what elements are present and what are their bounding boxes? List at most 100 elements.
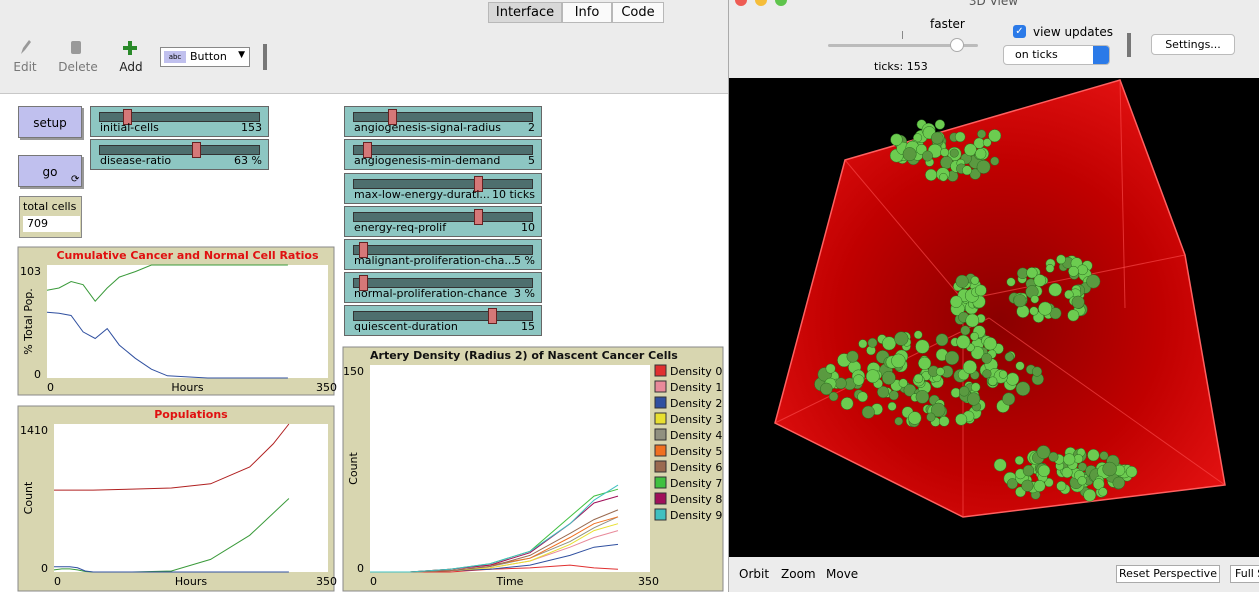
slider: angiogenesis-min-demand 5 [344, 139, 542, 170]
x-tick-label: 0 [54, 575, 61, 588]
cell [915, 390, 930, 404]
series-line [46, 264, 288, 302]
cell [890, 133, 903, 146]
cell [882, 336, 897, 351]
cell [935, 333, 949, 347]
legend-label: Density 4 [670, 429, 722, 442]
cell [1068, 265, 1079, 277]
cell [1086, 274, 1101, 289]
cell [1015, 381, 1031, 396]
slider-label: energy-req-prolif [354, 221, 447, 234]
cell [982, 369, 992, 379]
slider: disease-ratio 63 % [90, 139, 269, 170]
speed-slider[interactable] [828, 44, 978, 47]
settings-button[interactable]: Settings... [1151, 34, 1235, 55]
cell [1064, 289, 1074, 300]
move-button[interactable]: Move [826, 567, 859, 581]
tab[interactable]: Interface [488, 2, 562, 23]
delete-icon [71, 41, 81, 54]
separator [1127, 33, 1131, 57]
tab[interactable]: Code [612, 2, 664, 23]
tab[interactable]: Info [562, 2, 612, 23]
cell [970, 382, 981, 392]
speed-knob[interactable] [950, 38, 964, 52]
cell [922, 150, 933, 162]
monitor: total cells 709 [19, 196, 82, 238]
slider-track [353, 109, 533, 125]
speed-label: faster [930, 17, 965, 31]
cell [888, 390, 899, 401]
legend-label: Density 5 [670, 445, 722, 458]
slider-label: max-low-energy-durati... [354, 188, 490, 201]
cell [1029, 306, 1039, 316]
slider-track [353, 209, 533, 225]
view-updates-label: view updates [1033, 25, 1113, 39]
slider: quiescent-duration 15 [344, 305, 542, 336]
cell [954, 131, 966, 143]
legend-swatch [654, 476, 667, 489]
slider-handle [388, 109, 398, 125]
edit-tool[interactable]: Edit [13, 60, 37, 74]
cell [940, 147, 950, 157]
cube-edge [1119, 79, 1126, 309]
add-tool[interactable]: Add [119, 60, 143, 74]
update-mode-dropdown[interactable]: on ticks [1003, 45, 1110, 65]
series-line [46, 311, 288, 379]
slider-track [353, 142, 533, 158]
cell [913, 330, 923, 340]
cell [894, 416, 903, 426]
y-axis-label: Count [347, 451, 360, 484]
setup-button[interactable]: setup [18, 106, 82, 138]
plot-title: Artery Density (Radius 2) of Nascent Can… [370, 349, 678, 362]
cell [1038, 301, 1053, 316]
cell [881, 370, 896, 385]
plot-panel [17, 405, 335, 592]
series-line [370, 484, 619, 573]
x-tick-label: 350 [316, 575, 337, 588]
cell [1036, 445, 1051, 459]
y-tick-label: 103 [20, 265, 41, 278]
slider-handle [122, 109, 132, 125]
cell [1037, 464, 1051, 477]
go-button[interactable]: go [18, 155, 82, 187]
plot-area [370, 365, 650, 572]
x-axis-label: Hours [171, 381, 203, 394]
cell [1077, 476, 1087, 486]
reset-perspective[interactable]: Reset Perspective [1116, 565, 1220, 583]
cell [1015, 361, 1025, 371]
cell [960, 325, 971, 336]
dropdown-arrow: ▼ [238, 50, 245, 60]
legend-swatch [654, 508, 667, 521]
orbit-button[interactable]: Orbit [739, 567, 770, 581]
widget-dropdown[interactable]: abc Button ▼ [160, 47, 250, 67]
cell [976, 159, 991, 174]
checkbox[interactable]: ✓ [1013, 25, 1026, 38]
legend-label: Density 2 [670, 397, 722, 410]
plot-title: Cumulative Cancer and Normal Cell Ratios [56, 249, 318, 262]
cell [1099, 451, 1109, 461]
cell [877, 385, 890, 399]
legend-swatch [654, 380, 667, 393]
cell [865, 369, 880, 384]
legend-swatch [654, 444, 667, 457]
cell [1077, 264, 1088, 276]
delete-tool[interactable]: Delete [58, 60, 98, 74]
full-screen[interactable]: Full S [1230, 565, 1259, 583]
cell [887, 401, 897, 411]
cell [964, 143, 977, 157]
separator [263, 44, 267, 70]
zoom-button[interactable]: Zoom [781, 567, 816, 581]
slider-value: 5 % [514, 254, 535, 267]
cell [990, 156, 1000, 166]
cell [835, 377, 847, 390]
slider-track [353, 242, 533, 258]
cell [1083, 488, 1097, 502]
cell [1033, 480, 1046, 492]
cell [1048, 451, 1059, 462]
y-tick-label: 0 [357, 562, 364, 575]
slider-value: 5 [528, 154, 535, 167]
cell [936, 367, 945, 376]
cell [988, 129, 1002, 143]
slider: angiogenesis-signal-radius 2 [344, 106, 542, 137]
slider-handle [191, 142, 201, 158]
